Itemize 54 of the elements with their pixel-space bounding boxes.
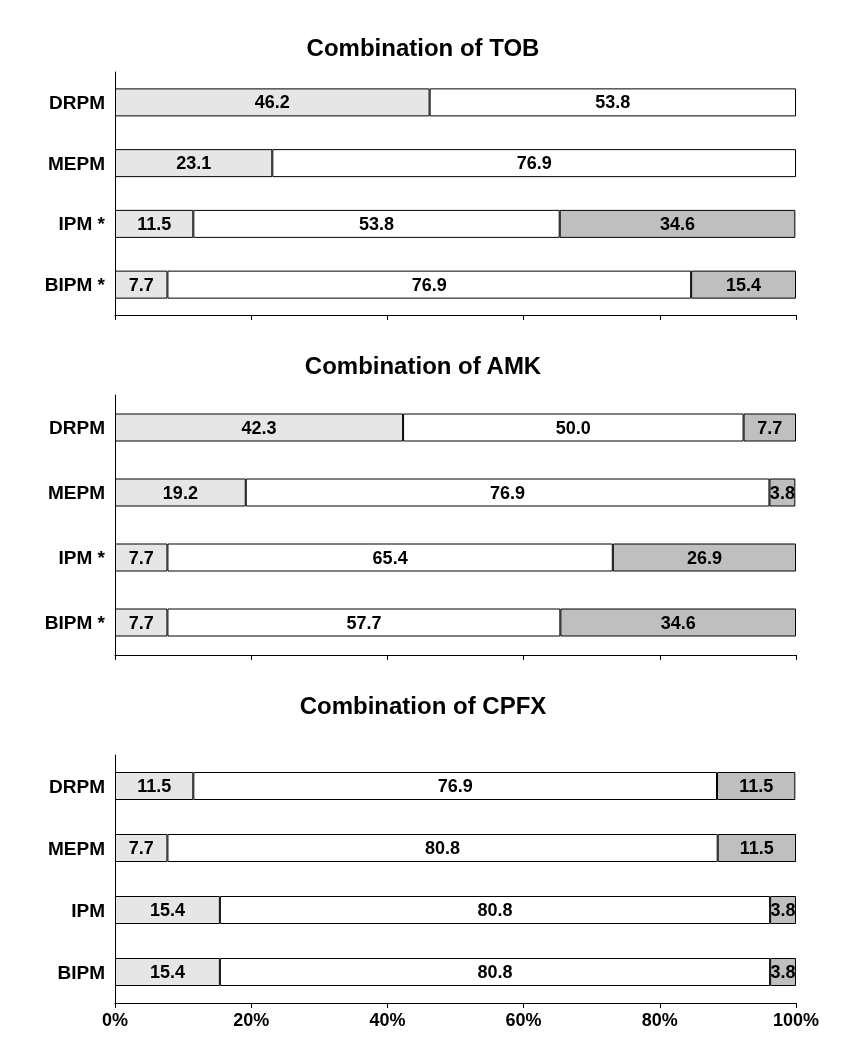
data-label: 7.7: [128, 838, 154, 858]
data-label: 3.8: [770, 900, 796, 920]
y-tick-label: BIPM: [57, 961, 105, 983]
x-tick-label: 20%: [233, 1010, 270, 1030]
data-label: 11.5: [137, 776, 172, 796]
data-label: 80.8: [477, 900, 513, 920]
data-label: 11.5: [739, 776, 774, 796]
x-tick-label: 100%: [772, 1010, 820, 1030]
data-label: 76.9: [490, 482, 526, 503]
data-label: 50.0: [555, 417, 591, 438]
data-label: 15.4: [149, 900, 185, 920]
data-label: 26.9: [686, 547, 722, 568]
data-label: 76.9: [437, 776, 473, 796]
data-label: 42.3: [241, 417, 277, 438]
data-label: 7.7: [757, 417, 783, 438]
data-label: 19.2: [162, 482, 198, 503]
y-tick-label: IPM *: [58, 547, 106, 568]
data-label: 80.8: [477, 962, 513, 982]
y-tick-label: DRPM: [49, 775, 105, 797]
data-label: 53.8: [595, 92, 631, 113]
y-tick-label: MEPM: [48, 152, 105, 174]
chart-title: Combination of CPFX: [299, 691, 547, 719]
y-tick-label: DRPM: [49, 91, 105, 113]
data-label: 80.8: [425, 838, 461, 858]
data-label: 11.5: [739, 838, 774, 858]
y-tick-label: DRPM: [49, 417, 105, 438]
data-label: 53.8: [358, 213, 395, 234]
data-label: 34.6: [659, 213, 696, 234]
data-label: 3.8: [770, 962, 796, 982]
data-label: 76.9: [516, 153, 552, 174]
y-tick-label: MEPM: [48, 482, 105, 503]
x-tick-label: 80%: [641, 1010, 678, 1030]
data-label: 65.4: [372, 547, 408, 568]
chart-title: Combination of AMK: [304, 351, 542, 379]
data-label: 23.1: [176, 153, 212, 174]
data-label: 46.2: [254, 92, 290, 113]
y-tick-label: IPM: [71, 899, 105, 921]
y-tick-label: BIPM *: [44, 612, 106, 633]
chart-title: Combination of TOB: [306, 33, 540, 61]
data-label: 7.7: [128, 547, 154, 568]
x-tick-label: 40%: [369, 1010, 406, 1030]
data-label: 57.7: [346, 612, 382, 633]
data-label: 15.4: [726, 274, 762, 295]
x-tick-label: 60%: [505, 1010, 542, 1030]
data-label: 15.4: [149, 962, 185, 982]
y-tick-label: IPM *: [58, 213, 106, 235]
data-label: 7.7: [128, 612, 154, 633]
x-tick-label: 0%: [101, 1010, 129, 1030]
data-label: 7.7: [128, 274, 154, 295]
data-label: 34.6: [660, 612, 696, 633]
data-label: 76.9: [411, 274, 447, 295]
y-tick-label: BIPM *: [44, 274, 106, 296]
data-label: 11.5: [137, 213, 172, 234]
y-tick-label: MEPM: [48, 837, 105, 859]
